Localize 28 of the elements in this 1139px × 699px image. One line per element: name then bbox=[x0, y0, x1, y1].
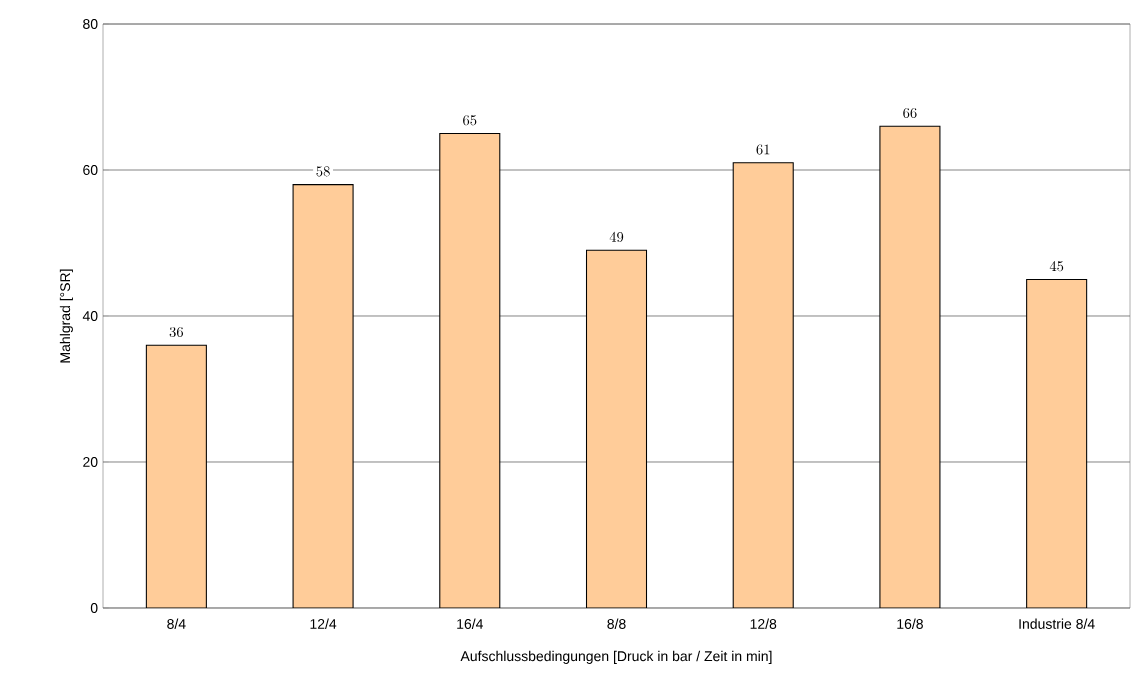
bar bbox=[1026, 278, 1088, 608]
y-tick-label: 60 bbox=[83, 165, 98, 175]
bar bbox=[292, 184, 354, 608]
x-tick-label: 8/4 bbox=[167, 618, 186, 629]
x-axis-title: Aufschlussbedingungen [Druck in bar / Zeit in min] bbox=[460, 650, 772, 664]
x-tick-label: 12/8 bbox=[750, 618, 777, 629]
x-tick-label: 16/8 bbox=[897, 618, 923, 629]
data-label: 58 bbox=[316, 166, 330, 177]
y-axis-title: Mahlgrad [°SR] bbox=[59, 269, 73, 363]
y-tick-label: 20 bbox=[83, 457, 98, 467]
bar bbox=[879, 125, 941, 608]
data-label: 61 bbox=[756, 144, 770, 155]
data-label: 65 bbox=[463, 115, 477, 126]
x-tick-label: 12/4 bbox=[310, 618, 337, 629]
y-tick-label: 80 bbox=[83, 19, 98, 29]
x-tick-label: 16/4 bbox=[457, 618, 483, 629]
data-label: 49 bbox=[609, 231, 624, 243]
y-tick-label: 40 bbox=[82, 311, 98, 321]
bar bbox=[585, 249, 648, 608]
bar bbox=[145, 344, 207, 608]
x-tick-label: Industrie 8/4 bbox=[1019, 618, 1095, 629]
bar bbox=[732, 162, 794, 608]
data-label: 66 bbox=[903, 107, 917, 118]
y-tick-label: 0 bbox=[90, 603, 98, 613]
data-label: 45 bbox=[1049, 261, 1064, 272]
x-tick-label: 8/8 bbox=[607, 618, 626, 629]
data-label: 36 bbox=[169, 326, 184, 337]
bar bbox=[439, 132, 501, 608]
